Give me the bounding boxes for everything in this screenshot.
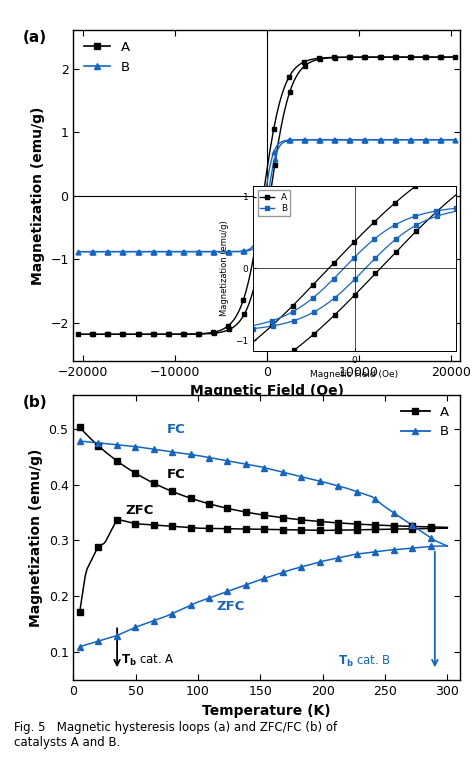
Legend: A, B: A, B — [397, 402, 453, 442]
Text: FC: FC — [167, 423, 186, 436]
Y-axis label: Magnetization (emu/g): Magnetization (emu/g) — [29, 448, 43, 627]
Legend: A, B: A, B — [80, 37, 134, 78]
Text: (a): (a) — [23, 30, 47, 46]
Text: Fig. 5   Magnetic hysteresis loops (a) and ZFC/FC (b) of
catalysts A and B.: Fig. 5 Magnetic hysteresis loops (a) and… — [14, 720, 337, 749]
Text: FC: FC — [167, 468, 186, 481]
Text: ZFC: ZFC — [126, 504, 154, 517]
X-axis label: Magnetic Field (Oe): Magnetic Field (Oe) — [190, 385, 344, 398]
Y-axis label: Magnetization (emu/g): Magnetization (emu/g) — [31, 106, 45, 285]
X-axis label: Temperature (K): Temperature (K) — [202, 704, 331, 717]
Text: $\mathbf{T_b}$ cat. B: $\mathbf{T_b}$ cat. B — [337, 654, 391, 669]
Text: $\mathbf{T_b}$ cat. A: $\mathbf{T_b}$ cat. A — [121, 652, 174, 667]
Text: (b): (b) — [23, 395, 48, 410]
Text: ZFC: ZFC — [217, 600, 245, 613]
